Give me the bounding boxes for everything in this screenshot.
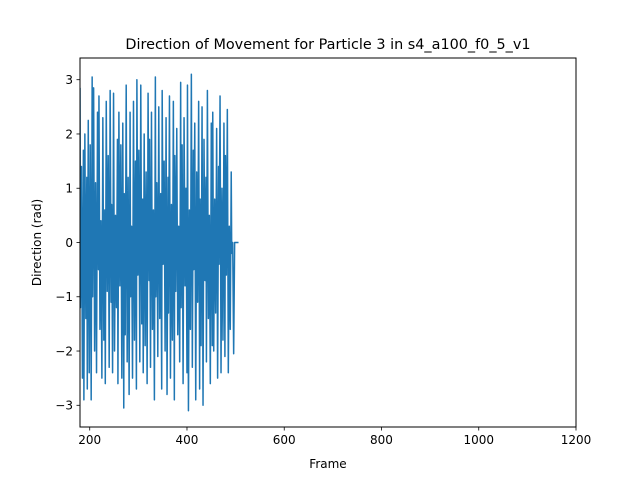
y-tick-label: 0	[65, 236, 73, 250]
y-tick-label: −3	[55, 399, 73, 413]
x-tick-label: 800	[370, 433, 393, 447]
y-tick-label: −2	[55, 344, 73, 358]
x-tick-label: 200	[78, 433, 101, 447]
y-axis-label: Direction (rad)	[30, 199, 44, 286]
x-axis: 200 400 600 800 1000 1200	[78, 427, 591, 447]
y-tick-label: 2	[65, 127, 73, 141]
x-tick-label: 400	[176, 433, 199, 447]
y-axis: −3 −2 −1 0 1 2 3	[55, 73, 80, 413]
y-tick-label: 3	[65, 73, 73, 87]
y-tick-label: −1	[55, 290, 73, 304]
plot-area	[79, 57, 577, 428]
x-tick-label: 600	[273, 433, 296, 447]
y-tick-label: 1	[65, 182, 73, 196]
chart-title: Direction of Movement for Particle 3 in …	[125, 37, 530, 53]
series-line	[80, 73, 239, 412]
x-tick-label: 1200	[561, 433, 592, 447]
x-axis-label: Frame	[309, 457, 346, 471]
x-tick-label: 1000	[463, 433, 494, 447]
